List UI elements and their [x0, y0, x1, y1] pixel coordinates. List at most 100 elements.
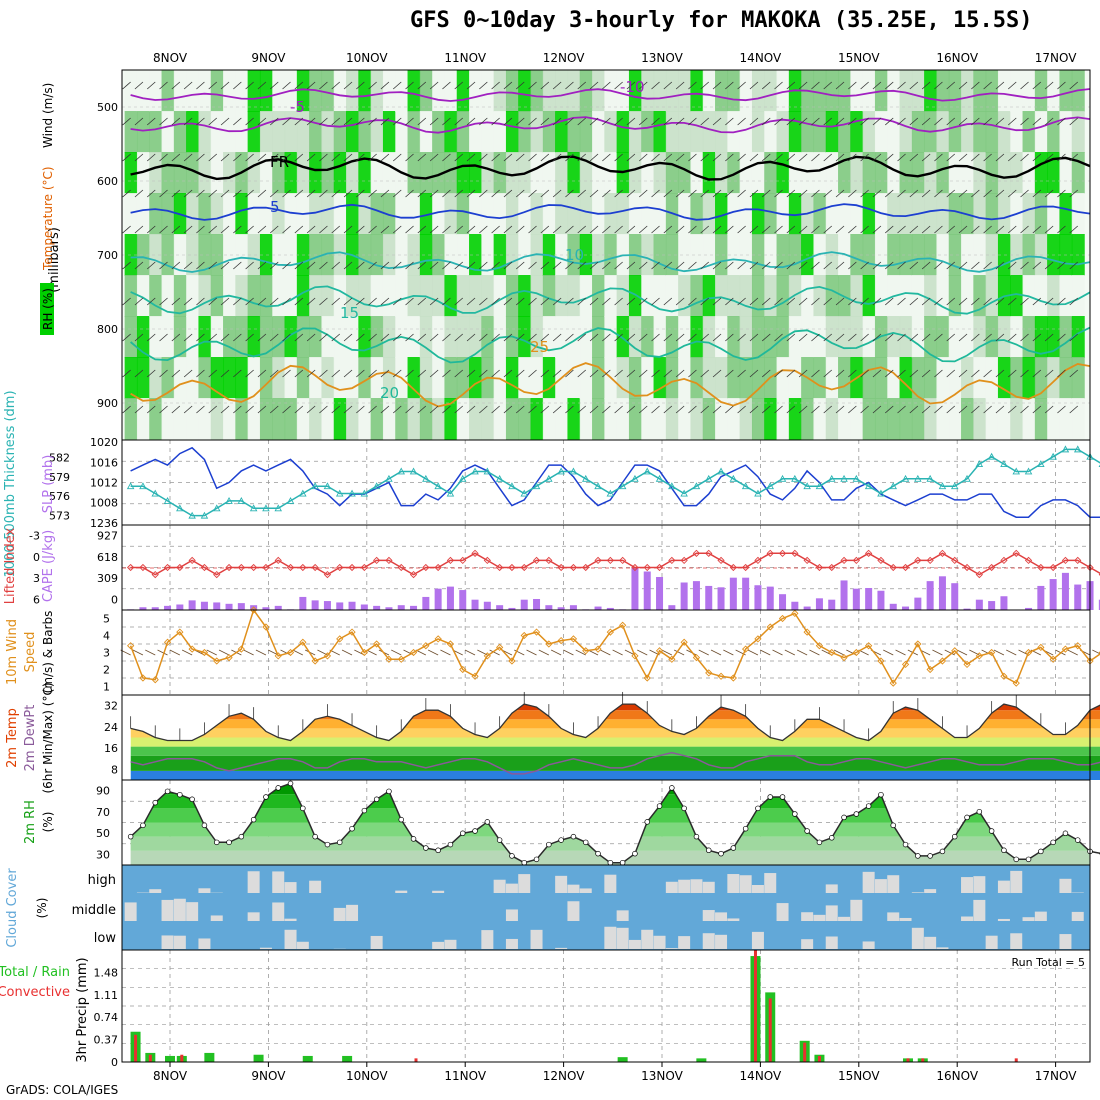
rh-shade: [887, 111, 901, 153]
upper-wind-barb: [257, 189, 267, 198]
precip-label-a: Total / Rain: [0, 965, 70, 980]
rh-shade: [690, 275, 704, 317]
rh-shade: [838, 398, 852, 440]
lifted-index-marker: [889, 563, 897, 572]
rh-shade: [370, 70, 384, 112]
rh-shade: [751, 111, 765, 153]
rh-shade: [432, 193, 446, 235]
thickness-marker: [766, 482, 774, 490]
upper-wind-barb: [872, 153, 882, 162]
lifted-index-marker: [557, 563, 565, 572]
upper-wind-barb: [1044, 369, 1054, 378]
thickness-marker: [520, 489, 528, 497]
upper-wind-barb: [848, 297, 857, 306]
rh-shade: [899, 234, 913, 276]
rh-shade: [370, 316, 384, 358]
thickness-marker: [791, 474, 799, 482]
upper-wind-barb: [1020, 189, 1029, 198]
upper-wind-barb: [171, 153, 181, 162]
precip-tick: 1.11: [94, 989, 119, 1002]
upper-wind-barb: [331, 225, 341, 234]
upper-wind-barb: [245, 369, 254, 378]
upper-wind-barb: [503, 333, 513, 342]
upper-wind-barb: [675, 333, 685, 342]
rh-shade: [715, 193, 729, 235]
upper-wind-barb: [700, 81, 710, 90]
upper-wind-barb: [860, 189, 869, 198]
rh2m-marker: [250, 816, 257, 823]
upper-wind-barb: [417, 153, 427, 162]
cloud-cell: [173, 898, 186, 921]
cape-tick: 618: [97, 551, 118, 564]
temp-band: [130, 719, 1100, 729]
upper-wind-barb: [737, 189, 746, 198]
upper-wind-barb: [663, 117, 673, 126]
rh-shade: [432, 70, 446, 112]
cape-bar: [1074, 584, 1082, 610]
rh-shade: [284, 193, 298, 235]
rh-shade: [419, 70, 433, 112]
rh-shade: [825, 70, 839, 112]
rh2m-marker: [459, 830, 466, 837]
cape-bar: [569, 605, 577, 610]
contour-label: 25: [530, 338, 549, 356]
upper-wind-barb: [848, 117, 857, 126]
cape-tick: 0: [111, 593, 118, 606]
upper-wind-barb: [183, 333, 193, 342]
li-tick: 3: [33, 572, 40, 585]
rh-shade: [530, 111, 544, 153]
upper-wind-barb: [1044, 153, 1054, 162]
rh-shade: [1059, 316, 1073, 358]
upper-wind-barb: [884, 189, 894, 198]
upper-wind-barb: [343, 333, 353, 342]
rh-shade: [764, 152, 778, 194]
lifted-index-marker: [434, 563, 442, 572]
upper-wind-barb: [282, 297, 291, 306]
rh-shade: [825, 316, 839, 358]
upper-wind-barb: [589, 369, 599, 378]
rh-shade: [739, 316, 753, 358]
rh-shade: [173, 152, 187, 194]
lifted-index-marker: [766, 549, 774, 557]
cloud-cell: [764, 873, 777, 893]
panel-frame-prec: [121, 949, 1091, 1063]
cloud-cell: [924, 889, 937, 893]
rh-shade: [813, 275, 827, 317]
upper-wind-barb: [995, 189, 1005, 198]
wind-barb: [243, 649, 254, 656]
rh-shade: [161, 70, 175, 112]
upper-wind-barb: [146, 153, 156, 162]
cloud-cell: [333, 907, 346, 921]
thickness-marker: [914, 474, 922, 482]
cape-bar: [889, 603, 897, 610]
upper-wind-barb: [700, 189, 710, 198]
rh2m-marker: [607, 859, 614, 866]
rh-shade: [1071, 152, 1085, 194]
upper-wind-barb: [688, 189, 697, 198]
lifted-index-marker: [422, 563, 430, 572]
upper-wind-barb: [700, 405, 710, 414]
cape-bar: [717, 587, 725, 610]
upper-wind-barb: [725, 405, 734, 414]
rh2m-marker: [521, 859, 527, 866]
upper-wind-barb: [528, 405, 537, 414]
upper-wind-barb: [528, 117, 537, 126]
cloud-cell: [751, 884, 764, 893]
date-label-top: 12NOV: [543, 51, 585, 65]
rh-shade: [973, 193, 987, 235]
cape-bar: [323, 601, 331, 610]
rh-shade: [1059, 152, 1073, 194]
wind-speed-marker: [176, 628, 184, 636]
upper-wind-barb: [306, 81, 316, 90]
rh-shade: [1047, 398, 1061, 440]
rh-shade: [874, 275, 888, 317]
rh-shade: [715, 234, 729, 276]
lifted-index-marker: [225, 563, 233, 572]
rh-shade: [456, 357, 470, 399]
rh-shade: [874, 111, 888, 153]
rh-shade: [370, 398, 384, 440]
wind-barb: [169, 649, 181, 656]
rh-shade: [198, 152, 212, 194]
cape-bar: [410, 605, 418, 610]
rh-shade: [653, 316, 667, 358]
